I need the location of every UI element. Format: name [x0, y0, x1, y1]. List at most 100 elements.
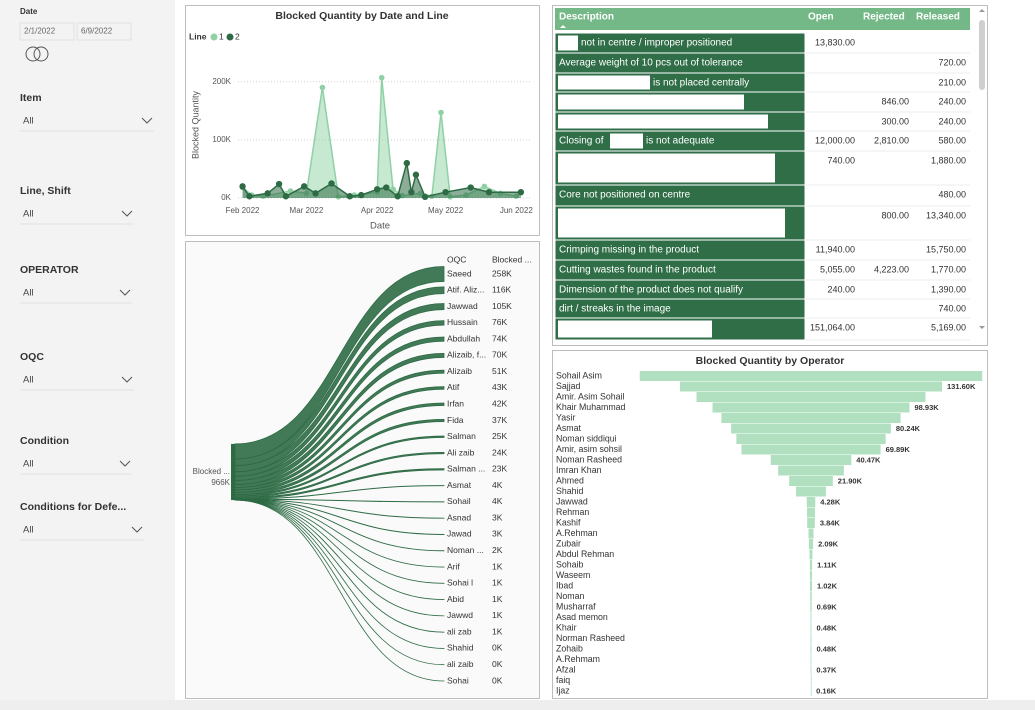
- chevron: [119, 460, 131, 467]
- cell-value: 240.00: [938, 116, 966, 126]
- data-point: [282, 193, 290, 200]
- slicer-title: Condition: [20, 435, 69, 447]
- cell-value: 740.00: [938, 303, 966, 313]
- oqc-value: 74K: [492, 333, 507, 343]
- column-header[interactable]: Released: [916, 12, 960, 23]
- ribbon: [234, 303, 445, 473]
- root-label: Blocked ...: [193, 467, 230, 476]
- column-header[interactable]: Open: [808, 12, 834, 23]
- data-point: [373, 186, 381, 193]
- x-tick-label: Mar 2022: [290, 206, 324, 215]
- chevron: [141, 117, 153, 124]
- data-point: [485, 188, 493, 196]
- operator-label: Rehman: [556, 507, 589, 517]
- redaction: [558, 114, 768, 129]
- funnel-bar: [680, 381, 942, 392]
- oqc-label: Alizaib, f...: [447, 350, 486, 360]
- value-label: 1.02K: [817, 581, 838, 590]
- ribbon: [234, 499, 445, 584]
- ribbon: [234, 499, 445, 601]
- value-label: 0.48K: [816, 644, 837, 653]
- cell-value: 240.00: [938, 96, 966, 106]
- funnel-bar: [809, 570, 813, 581]
- funnel-bar: [770, 455, 852, 465]
- legend-swatch: [210, 33, 218, 41]
- data-point: [312, 190, 319, 197]
- legend-title: Line: [189, 31, 207, 41]
- operator-label: A.Rehmam: [556, 654, 600, 664]
- operator-label: Sajjad: [556, 381, 581, 391]
- funnel-bar: [810, 644, 812, 654]
- sort-caret: [560, 25, 566, 28]
- chart-title: Blocked Quantity by Operator: [696, 355, 845, 367]
- description-text: is not adequate: [646, 136, 715, 147]
- funnel-bar: [731, 423, 891, 434]
- cell-value: 1,390.00: [931, 284, 966, 294]
- x-tick-label: Feb 2022: [226, 206, 260, 215]
- funnel-bar: [809, 581, 813, 591]
- funnel-bar: [810, 612, 812, 623]
- description-text: Dimension of the product does not qualif…: [559, 285, 743, 296]
- funnel-bar: [796, 486, 826, 497]
- oqc-value: 23K: [492, 464, 507, 474]
- date-start: 2/1/2022: [24, 27, 56, 36]
- oqc-value: 2K: [492, 545, 503, 555]
- dropdown[interactable]: [20, 283, 132, 303]
- data-point: [357, 191, 365, 199]
- oqc-label: Jawwd: [447, 610, 473, 620]
- date-end: 6/9/2022: [81, 27, 113, 36]
- oqc-value: 0K: [492, 643, 503, 653]
- oqc-label: Sohai: [447, 675, 469, 685]
- ribbon: [234, 402, 445, 493]
- operator-label: Amir, asim sohsil: [556, 444, 622, 454]
- ribbon: [234, 435, 445, 497]
- operator-label: Shahid: [556, 486, 583, 496]
- cell-value: 800.00: [881, 210, 909, 220]
- operator-label: Noman Rasheed: [556, 454, 622, 464]
- funnel-bar: [810, 623, 812, 633]
- column-header[interactable]: Rejected: [863, 12, 905, 23]
- oqc-value: 0K: [492, 659, 503, 669]
- oqc-label: Saeed: [447, 268, 472, 278]
- description-text: Closing of: [559, 136, 604, 147]
- column-header: Blocked ...: [492, 254, 532, 264]
- cell-value: 480.00: [938, 189, 966, 199]
- date-icon[interactable]: [25, 46, 49, 62]
- data-point: [383, 184, 390, 191]
- dropdown[interactable]: [20, 370, 134, 390]
- ribbon: [234, 266, 445, 460]
- dropdown[interactable]: [20, 454, 132, 474]
- oqc-label: Atif: [447, 382, 460, 392]
- y-axis-title: Blocked Quantity: [190, 90, 200, 159]
- cell-value: 5,055.00: [820, 264, 855, 274]
- x-axis-title: Date: [370, 221, 390, 232]
- operator-label: Sohaib: [556, 559, 583, 569]
- data-point: [390, 186, 396, 193]
- column-header[interactable]: Description: [559, 12, 614, 23]
- funnel-bar: [806, 497, 816, 507]
- dropdown[interactable]: [20, 204, 134, 224]
- root-value: 966K: [211, 478, 230, 487]
- dropdown[interactable]: [20, 111, 154, 131]
- date-box[interactable]: [19, 22, 75, 41]
- cell-value: 11,940.00: [816, 244, 855, 254]
- funnel-bar: [807, 507, 815, 518]
- value-label: 131.60K: [947, 382, 976, 391]
- ribbon: [234, 499, 445, 617]
- slicer-title: Conditions for Defe...: [20, 501, 126, 513]
- cell-value: 210.00: [938, 77, 966, 87]
- date-box[interactable]: [76, 22, 132, 41]
- chevron: [121, 210, 133, 217]
- value-label: 4.28K: [820, 497, 841, 506]
- funnel-bar: [810, 654, 812, 665]
- dropdown[interactable]: [20, 520, 144, 540]
- scrollbar-thumb[interactable]: [979, 20, 985, 90]
- redaction: [558, 153, 775, 183]
- oqc-label: Abid: [447, 594, 464, 604]
- ribbon: [234, 352, 445, 485]
- dropdown-value: All: [23, 375, 34, 386]
- value-label: 69.89K: [886, 445, 911, 454]
- cell-value: 151,064.00: [810, 322, 855, 332]
- oqc-label: Ali zaib: [447, 447, 475, 457]
- funnel-bar: [808, 539, 814, 549]
